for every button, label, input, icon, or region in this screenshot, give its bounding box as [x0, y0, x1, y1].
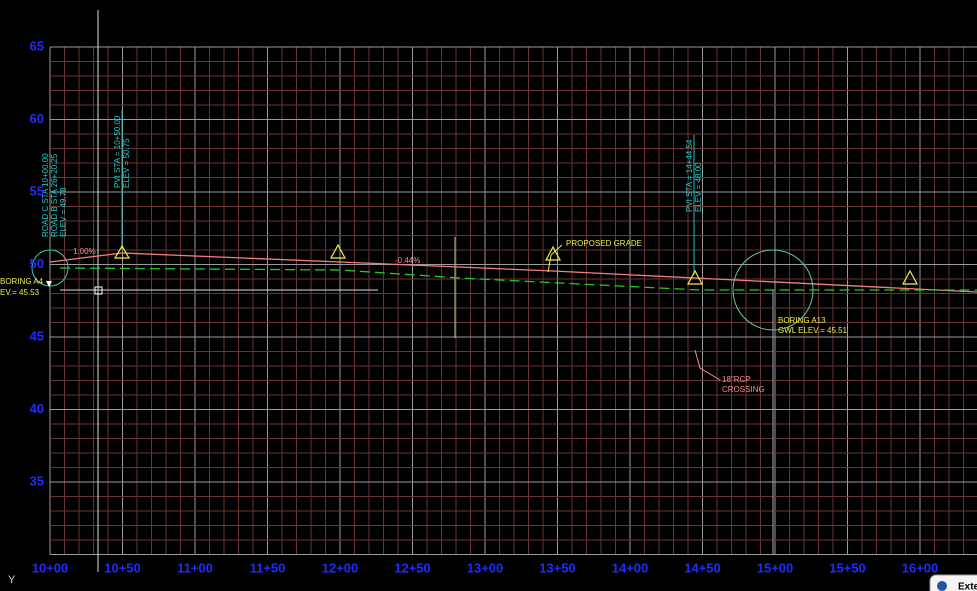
x-axis-label: 14+50: [684, 560, 721, 575]
annotation: GWL ELEV.= 45.51': [778, 326, 849, 335]
leader: [547, 244, 563, 273]
annotation: BORING A13: [778, 316, 826, 325]
grade-label: 1.00%: [73, 247, 96, 256]
info-icon: [937, 581, 947, 591]
x-axis-label: 10+50: [104, 560, 141, 575]
cursor-box: [94, 286, 103, 295]
x-axis-label: 16+00: [902, 560, 939, 575]
y-axis-label: 45: [30, 328, 44, 343]
annotation: ELEV = 50.75: [122, 138, 131, 188]
annotation: PVI STA = 14+44.54: [685, 139, 694, 212]
annotation: EV.= 45.53: [0, 288, 40, 297]
x-axis-label: 13+50: [539, 560, 576, 575]
annotation: CROSSING: [722, 385, 765, 394]
existing-ground: [59, 267, 977, 291]
annotation: PROPOSED GRADE: [566, 239, 642, 248]
triangle-marker: [544, 245, 562, 261]
annotation: 18"RCP: [722, 375, 751, 384]
x-axis-label: 10+00: [32, 560, 69, 575]
proposed-grade: [49, 252, 977, 293]
x-axis-label: 15+50: [829, 560, 866, 575]
y-axis-label: 55: [30, 183, 44, 198]
annotation: ROAD C STA 10+00.00: [41, 153, 50, 237]
x-axis-label: 11+50: [250, 560, 286, 575]
grade-label: -0.44%: [395, 256, 420, 265]
annotation: ELEV = 49.78: [59, 187, 68, 237]
profile-geometry: [31, 10, 977, 572]
annotation: ELEV = 48.00: [694, 162, 703, 212]
y-axis-label: 65: [30, 38, 44, 53]
x-axis-label: 12+50: [394, 560, 431, 575]
leader: [694, 349, 721, 381]
annotation: PVI STA = 10+50.00: [113, 115, 122, 188]
ucs-icon: Y: [8, 574, 16, 586]
y-axis-label: 50: [30, 256, 44, 271]
triangle-marker: [901, 269, 919, 285]
annotation: BORING A4: [0, 277, 44, 286]
tooltip-text[interactable]: Exte: [958, 582, 977, 591]
triangle-marker: [329, 243, 347, 259]
x-axis-label: 14+00: [612, 560, 649, 575]
y-axis-label: 35: [30, 473, 44, 488]
x-axis-label: 12+00: [322, 560, 359, 575]
triangle-marker: [686, 269, 704, 285]
triangle-marker: [113, 244, 131, 259]
y-axis-label: 60: [30, 111, 44, 126]
x-axis-label: 13+00: [467, 560, 504, 575]
x-axis-label: 15+00: [757, 560, 794, 575]
annotation: ROAD B STA 26+20.25: [50, 153, 59, 237]
arrow: [46, 281, 52, 287]
x-axis-label: 11+00: [177, 560, 213, 575]
grid: [49, 46, 977, 555]
y-axis-label: 40: [30, 401, 44, 416]
